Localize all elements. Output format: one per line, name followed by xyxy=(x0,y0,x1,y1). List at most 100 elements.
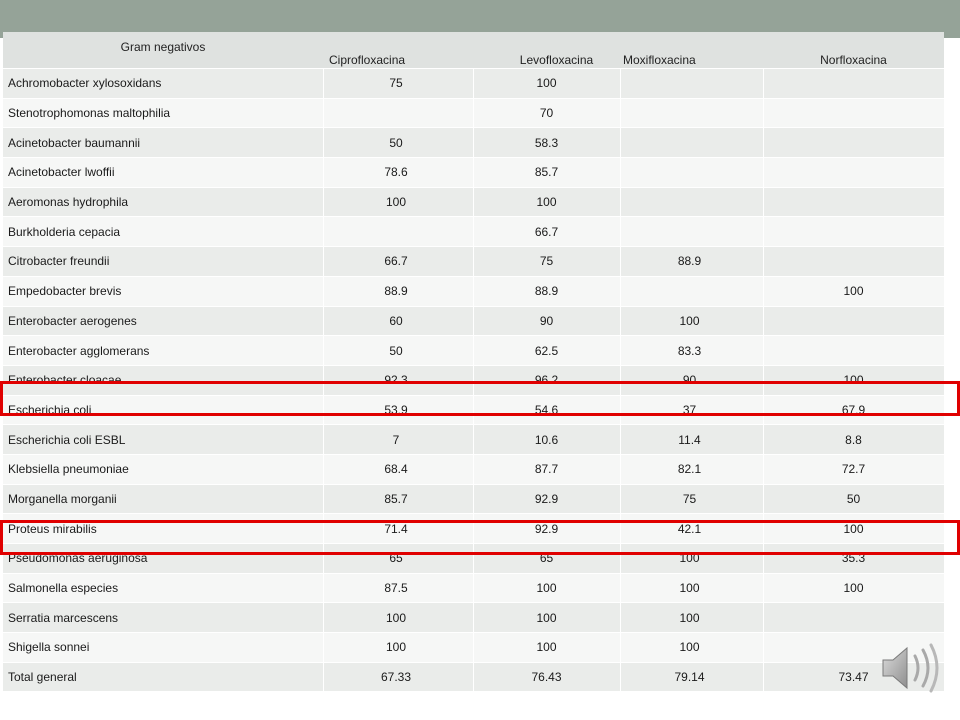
cell-organism: Shigella sonnei xyxy=(3,632,324,663)
cell-levofloxacina: 58.3 xyxy=(473,127,621,159)
table-row: Escherichia coli ESBL 7 10.6 11.4 8.8 xyxy=(3,424,945,455)
cell-ciprofloxacina: 68.4 xyxy=(323,454,474,485)
cell-levofloxacina: 88.9 xyxy=(473,276,621,307)
cell-moxifloxacina: 100 xyxy=(620,573,764,604)
cell-organism: Total general xyxy=(3,662,324,693)
cell-norfloxacina: 100 xyxy=(763,513,945,544)
cell-norfloxacina: 50 xyxy=(763,484,945,515)
cell-levofloxacina: 75 xyxy=(473,246,621,277)
cell-organism: Enterobacter agglomerans xyxy=(3,335,324,366)
header-moxifloxacina: Moxifloxacina xyxy=(620,32,763,69)
cell-norfloxacina xyxy=(763,157,945,188)
cell-ciprofloxacina xyxy=(323,98,474,129)
cell-ciprofloxacina: 71.4 xyxy=(323,513,474,544)
cell-levofloxacina: 90 xyxy=(473,306,621,337)
table-row: Total general 67.33 76.43 79.14 73.47 xyxy=(3,662,945,693)
susceptibility-table-container: Gram negativos Ciprofloxacina Levofloxac… xyxy=(3,32,945,693)
cell-moxifloxacina: 100 xyxy=(620,543,764,574)
table-row: Pseudomonas aeruginosa 65 65 100 35.3 xyxy=(3,543,945,574)
table-row: Serratia marcescens 100 100 100 xyxy=(3,602,945,634)
cell-norfloxacina xyxy=(763,216,945,248)
cell-ciprofloxacina: 67.33 xyxy=(323,662,474,693)
cell-norfloxacina xyxy=(763,602,945,634)
cell-levofloxacina: 96.2 xyxy=(473,365,621,396)
table-row: Achromobacter xylosoxidans 75 100 xyxy=(3,68,945,99)
cell-norfloxacina: 100 xyxy=(763,365,945,396)
cell-moxifloxacina: 100 xyxy=(620,602,764,634)
cell-organism: Escherichia coli xyxy=(3,395,324,426)
cell-ciprofloxacina: 66.7 xyxy=(323,246,474,277)
cell-levofloxacina: 66.7 xyxy=(473,216,621,248)
cell-organism: Achromobacter xylosoxidans xyxy=(3,68,324,99)
cell-norfloxacina: 100 xyxy=(763,276,945,307)
table-row: Acinetobacter baumannii 50 58.3 xyxy=(3,127,945,159)
cell-organism: Serratia marcescens xyxy=(3,602,324,634)
cell-ciprofloxacina: 7 xyxy=(323,424,474,455)
cell-organism: Salmonella especies xyxy=(3,573,324,604)
cell-levofloxacina: 54.6 xyxy=(473,395,621,426)
cell-levofloxacina: 10.6 xyxy=(473,424,621,455)
cell-ciprofloxacina: 50 xyxy=(323,335,474,366)
cell-organism: Pseudomonas aeruginosa xyxy=(3,543,324,574)
susceptibility-table: Gram negativos Ciprofloxacina Levofloxac… xyxy=(3,32,945,693)
cell-norfloxacina: 72.7 xyxy=(763,454,945,485)
cell-moxifloxacina xyxy=(620,276,764,307)
table-row: Shigella sonnei 100 100 100 xyxy=(3,632,945,663)
cell-norfloxacina: 73.47 xyxy=(763,662,945,693)
cell-ciprofloxacina: 60 xyxy=(323,306,474,337)
slide-top-band xyxy=(0,0,960,38)
cell-ciprofloxacina: 100 xyxy=(323,187,474,218)
table-header-row: Gram negativos Ciprofloxacina Levofloxac… xyxy=(3,32,944,69)
cell-organism: Enterobacter cloacae xyxy=(3,365,324,396)
cell-norfloxacina: 35.3 xyxy=(763,543,945,574)
speaker-icon[interactable] xyxy=(879,640,943,696)
table-row: Klebsiella pneumoniae 68.4 87.7 82.1 72.7 xyxy=(3,454,945,485)
cell-norfloxacina xyxy=(763,306,945,337)
cell-levofloxacina: 65 xyxy=(473,543,621,574)
cell-levofloxacina: 92.9 xyxy=(473,513,621,544)
cell-moxifloxacina: 100 xyxy=(620,306,764,337)
cell-moxifloxacina: 100 xyxy=(620,632,764,663)
table-row: Enterobacter aerogenes 60 90 100 xyxy=(3,306,945,337)
cell-levofloxacina: 85.7 xyxy=(473,157,621,188)
cell-levofloxacina: 100 xyxy=(473,632,621,663)
cell-moxifloxacina: 79.14 xyxy=(620,662,764,693)
cell-organism: Aeromonas hydrophila xyxy=(3,187,324,218)
table-row: Empedobacter brevis 88.9 88.9 100 xyxy=(3,276,945,307)
cell-moxifloxacina: 83.3 xyxy=(620,335,764,366)
cell-organism: Klebsiella pneumoniae xyxy=(3,454,324,485)
cell-organism: Enterobacter aerogenes xyxy=(3,306,324,337)
cell-norfloxacina xyxy=(763,98,945,129)
cell-norfloxacina: 8.8 xyxy=(763,424,945,455)
cell-moxifloxacina xyxy=(620,127,764,159)
table-row: Enterobacter agglomerans 50 62.5 83.3 xyxy=(3,335,945,366)
table-row: Aeromonas hydrophila 100 100 xyxy=(3,187,945,218)
cell-moxifloxacina: 11.4 xyxy=(620,424,764,455)
cell-ciprofloxacina: 88.9 xyxy=(323,276,474,307)
cell-ciprofloxacina: 65 xyxy=(323,543,474,574)
cell-levofloxacina: 100 xyxy=(473,187,621,218)
cell-organism: Empedobacter brevis xyxy=(3,276,324,307)
cell-norfloxacina: 100 xyxy=(763,573,945,604)
cell-moxifloxacina: 82.1 xyxy=(620,454,764,485)
cell-moxifloxacina xyxy=(620,216,764,248)
cell-moxifloxacina xyxy=(620,68,764,99)
cell-norfloxacina xyxy=(763,68,945,99)
cell-moxifloxacina xyxy=(620,187,764,218)
cell-organism: Citrobacter freundii xyxy=(3,246,324,277)
cell-ciprofloxacina: 100 xyxy=(323,632,474,663)
header-ciprofloxacina: Ciprofloxacina xyxy=(323,32,473,69)
cell-ciprofloxacina: 50 xyxy=(323,127,474,159)
cell-moxifloxacina: 90 xyxy=(620,365,764,396)
cell-organism: Acinetobacter lwoffii xyxy=(3,157,324,188)
table-row: Enterobacter cloacae 92.3 96.2 90 100 xyxy=(3,365,945,396)
cell-organism: Escherichia coli ESBL xyxy=(3,424,324,455)
cell-levofloxacina: 100 xyxy=(473,68,621,99)
header-levofloxacina: Levofloxacina xyxy=(473,32,620,69)
cell-ciprofloxacina: 85.7 xyxy=(323,484,474,515)
cell-ciprofloxacina: 100 xyxy=(323,602,474,634)
header-norfloxacina: Norfloxacina xyxy=(763,32,944,69)
cell-levofloxacina: 100 xyxy=(473,573,621,604)
cell-moxifloxacina: 37 xyxy=(620,395,764,426)
cell-levofloxacina: 76.43 xyxy=(473,662,621,693)
